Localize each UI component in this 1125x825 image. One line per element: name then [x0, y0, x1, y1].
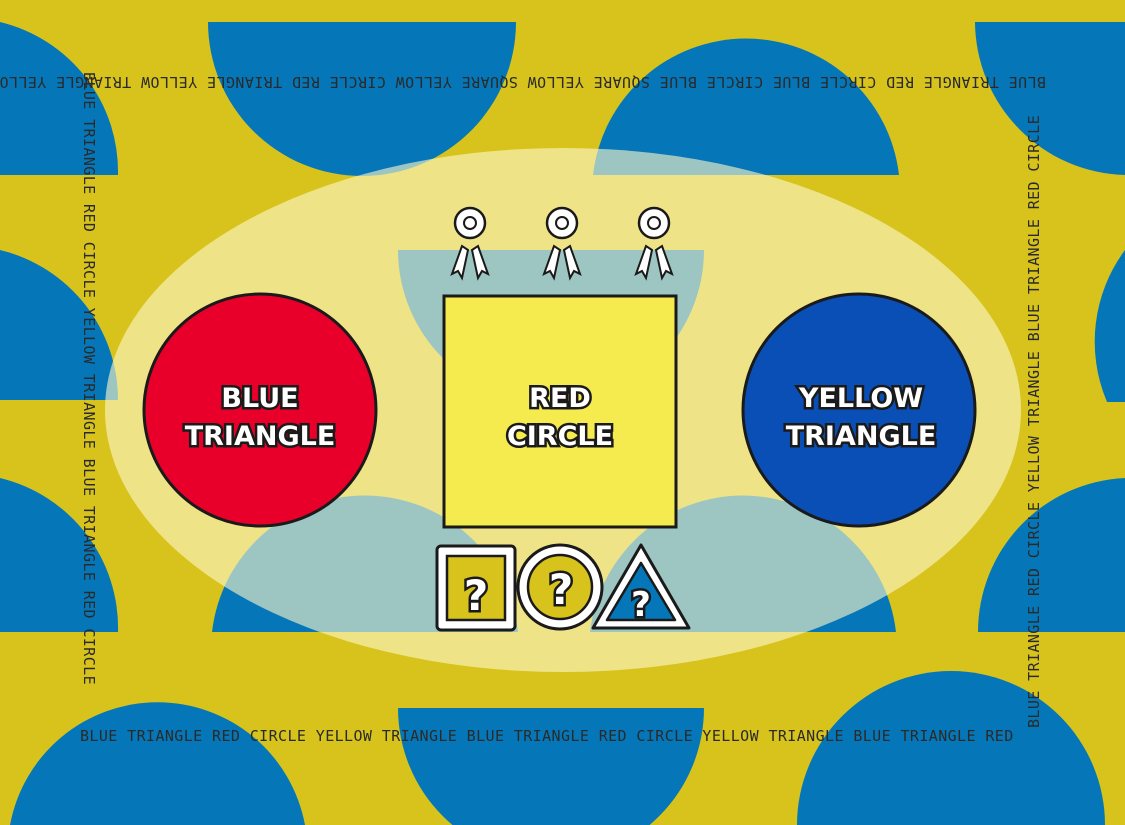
choice-square-symbol: ? [464, 571, 488, 620]
choice-triangle-symbol: ? [631, 585, 651, 625]
choice-square-button[interactable]: ? [435, 544, 517, 632]
ribbon-icon [634, 206, 674, 281]
pattern-half-circle [0, 702, 305, 825]
red-circle-shape [142, 292, 378, 528]
card-left-line1: BLUE [221, 383, 298, 414]
card-left[interactable]: BLUE TRIANGLE [142, 292, 378, 528]
blue-circle-shape [741, 292, 977, 528]
pattern-half-circle [398, 708, 704, 825]
ribbon-icon [450, 206, 490, 281]
border-text-bottom: BLUE TRIANGLE RED CIRCLE YELLOW TRIANGLE… [80, 727, 1014, 745]
pattern-half-circle [593, 38, 899, 176]
border-text-right: BLUE TRIANGLE RED CIRCLE YELLOW TRIANGLE… [1025, 115, 1043, 728]
card-left-line2: TRIANGLE [185, 421, 336, 452]
card-right[interactable]: YELLOW TRIANGLE [741, 292, 977, 528]
card-right-line2: TRIANGLE [786, 421, 937, 452]
question-circle-icon [526, 553, 594, 621]
pattern-half-circle [978, 478, 1125, 632]
choice-row: ? ? ? [435, 543, 691, 632]
choice-triangle-button[interactable]: ? [591, 543, 691, 630]
border-text-top: BLUE TRIANGLE RED CIRCLE BLUE CIRCLE BLU… [0, 73, 1046, 91]
choice-circle-button[interactable]: ? [516, 543, 604, 631]
card-center-line2: CIRCLE [507, 421, 613, 452]
card-center[interactable]: RED CIRCLE [442, 294, 678, 529]
pattern-half-circle [975, 22, 1125, 175]
pattern-half-circle [208, 22, 516, 176]
yellow-square-shape [442, 294, 678, 529]
card-right-line1: YELLOW [798, 383, 923, 414]
pattern-half-circle [0, 22, 119, 175]
question-square-icon [445, 554, 507, 622]
border-text-left: BLUE TRIANGLE RED CIRCLE YELLOW TRIANGLE… [80, 72, 98, 685]
card-center-line1: RED [529, 383, 591, 414]
pattern-half-circle [1094, 250, 1125, 402]
choice-circle-symbol: ? [549, 565, 573, 614]
ribbon-icon [542, 206, 582, 281]
pattern-half-circle [0, 250, 119, 400]
pattern-half-circle [797, 671, 1105, 825]
question-triangle-icon [605, 561, 677, 622]
ribbon-row [450, 206, 674, 281]
pattern-half-circle [0, 478, 119, 632]
